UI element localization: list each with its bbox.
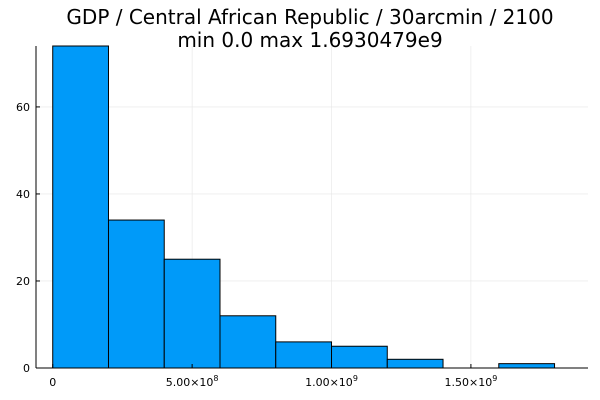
bars xyxy=(52,45,556,369)
x-tick-label-3: 1.50×109 xyxy=(445,374,498,389)
x-tick-label-2: 1.00×109 xyxy=(305,374,358,389)
histogram-bar-3 xyxy=(219,315,277,369)
histogram-bar-0 xyxy=(52,45,109,369)
chart-subtitle: min 0.0 max 1.6930479e9 xyxy=(177,28,442,52)
histogram-bar-5 xyxy=(331,345,388,369)
histogram-bar-8 xyxy=(498,363,556,369)
y-tick-label-3: 60 xyxy=(16,101,30,114)
chart-title: GDP / Central African Republic / 30arcmi… xyxy=(66,5,553,29)
y-tick-label-2: 40 xyxy=(16,188,30,201)
axes xyxy=(35,46,588,369)
histogram-bar-4 xyxy=(275,341,333,369)
histogram-bar-6 xyxy=(386,358,444,369)
x-tick-label-1: 5.00×108 xyxy=(166,374,219,389)
y-tick-labels: 0 20 40 60 xyxy=(16,101,30,375)
histogram-bar-2 xyxy=(163,258,221,369)
x-tick-labels: 0 5.00×108 1.00×109 1.50×109 xyxy=(49,374,497,389)
y-tick-label-1: 20 xyxy=(16,275,30,288)
x-tick-label-0: 0 xyxy=(49,376,56,389)
y-tick-label-0: 0 xyxy=(23,362,30,375)
histogram-bar-1 xyxy=(107,219,165,369)
